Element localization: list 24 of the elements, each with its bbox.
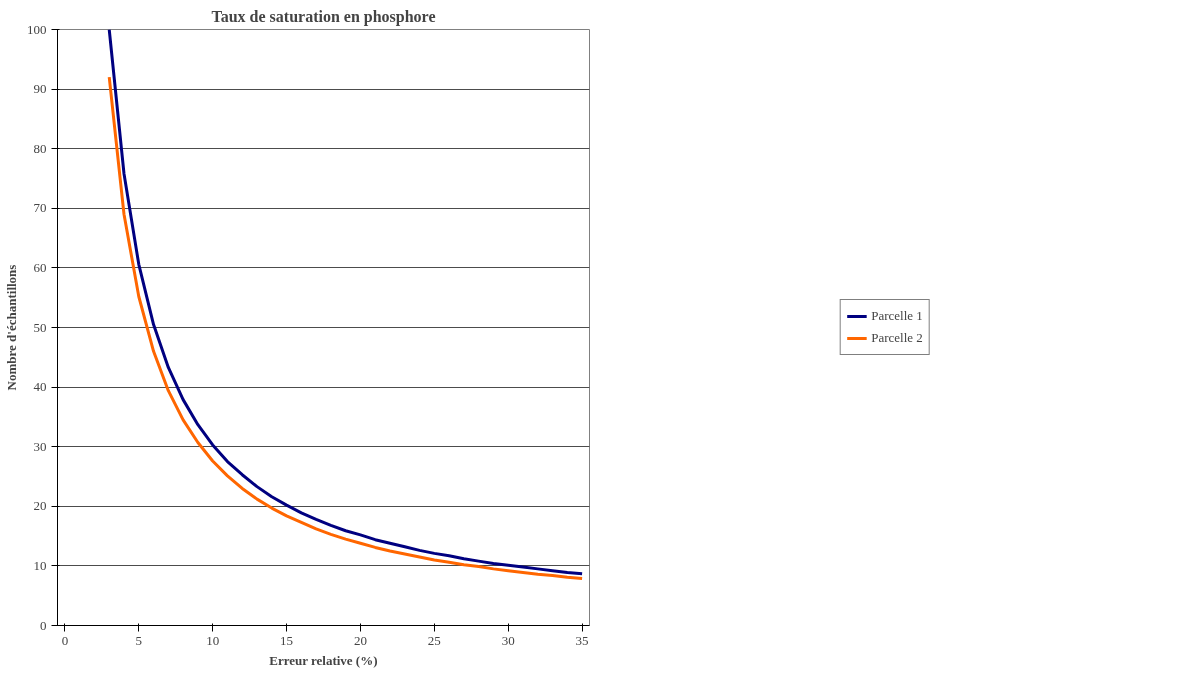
legend-label: Parcelle 2 — [871, 330, 923, 346]
x-tick-label: 35 — [575, 632, 589, 648]
y-axis-title: Nombre d'échantillons — [4, 264, 19, 391]
y-tick-label: 100 — [27, 21, 47, 37]
x-tick-label: 20 — [353, 632, 367, 648]
y-tick-label: 0 — [40, 617, 47, 633]
legend-label: Parcelle 1 — [871, 308, 923, 324]
x-axis-title: Erreur relative (%) — [269, 652, 378, 668]
y-tick-label: 20 — [33, 498, 47, 514]
y-tick-label: 70 — [33, 200, 47, 216]
x-tick-label: 5 — [135, 632, 143, 648]
x-tick-label: 15 — [280, 632, 294, 648]
y-tick-label: 50 — [33, 319, 47, 335]
x-tick-label: 0 — [61, 632, 69, 648]
y-tick-label: 10 — [33, 557, 47, 573]
x-tick-label: 10 — [206, 632, 220, 648]
x-tick-label: 30 — [501, 632, 515, 648]
y-tick-label: 80 — [33, 140, 47, 156]
y-tick-label: 30 — [33, 438, 47, 454]
chart-title: Taux de saturation en phosphore — [211, 7, 436, 26]
x-tick-label: 25 — [427, 632, 441, 648]
y-tick-label: 90 — [33, 81, 47, 97]
y-tick-label: 60 — [33, 259, 47, 275]
y-tick-label: 40 — [33, 379, 47, 395]
